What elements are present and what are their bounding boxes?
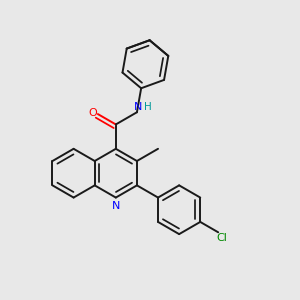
Text: Cl: Cl bbox=[216, 232, 227, 243]
Text: N: N bbox=[134, 102, 142, 112]
Text: N: N bbox=[112, 201, 120, 211]
Text: O: O bbox=[88, 109, 97, 118]
Text: H: H bbox=[144, 102, 152, 112]
